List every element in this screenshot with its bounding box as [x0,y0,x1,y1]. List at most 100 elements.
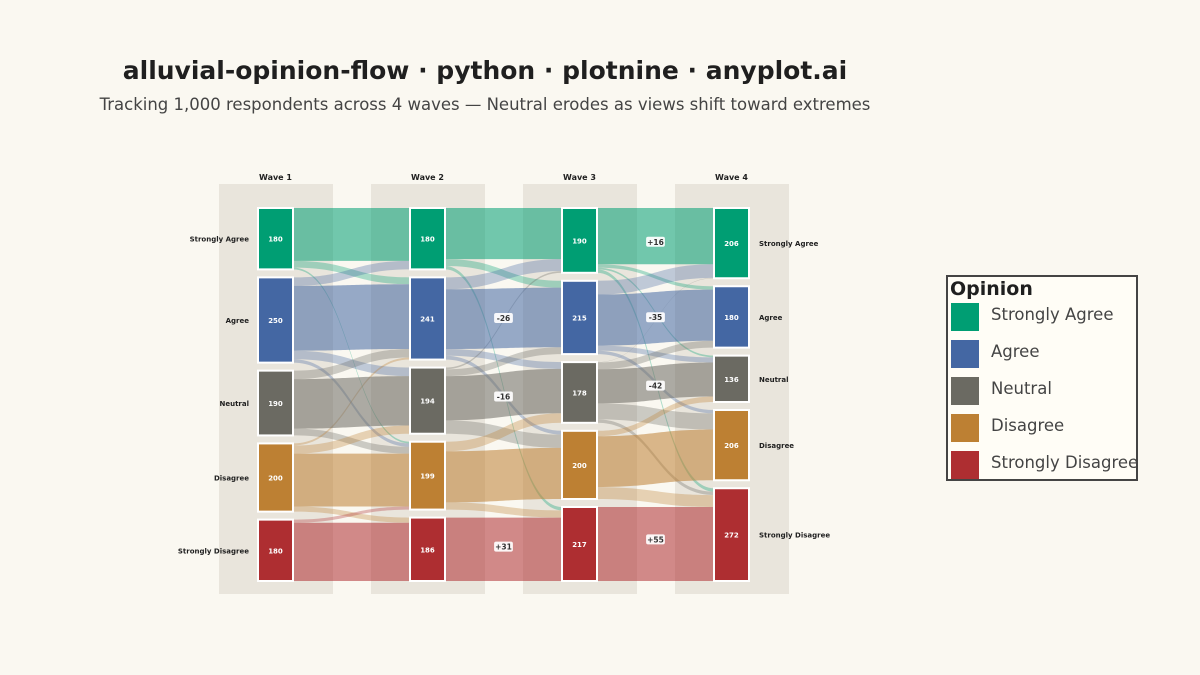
node-w2-neutral-value: 194 [420,398,435,406]
flow-w1-agree-to-agree [293,284,410,351]
category-label-right-strongly-disagree: Strongly Disagree [759,532,830,540]
chart-title: alluvial-opinion-flow · python · plotnin… [122,56,848,85]
net-change-w4-agree-box [646,312,665,323]
node-w4-neutral-value: 136 [724,376,739,384]
category-label-left-neutral: Neutral [219,400,249,408]
flow-w1-agree-to-neutral [293,350,410,377]
wave-header-4: Wave 4 [715,173,748,182]
flow-w3-strongly-agree-to-strongly-agree [597,208,714,265]
net-change-w4-strongly-disagree-box [646,534,665,545]
flow-w3-disagree-to-neutral [597,396,714,437]
category-label-left-strongly-disagree: Strongly Disagree [178,547,249,555]
flow-w2-agree-to-strongly-agree [445,259,562,290]
node-w2-agree [409,276,446,361]
node-w1-strongly-agree [257,207,294,271]
node-w3-strongly-disagree-value: 217 [572,541,587,549]
net-change-w4-strongly-disagree: +55 [647,535,664,544]
category-label-right-agree: Agree [759,314,783,322]
node-w4-strongly-disagree-value: 272 [724,532,739,540]
node-w4-disagree [713,409,750,482]
flow-w3-agree-to-strongly-agree [597,264,714,295]
net-change-w3-neutral: -16 [497,393,511,402]
nodes: 180 250 190 200 180 180 241 194 199 186 190 215 178 2… [257,207,750,582]
flow-w1-agree-to-strongly-agree [293,260,410,286]
node-w3-disagree-value: 200 [572,462,587,470]
flow-w1-strongly-agree-to-agree [293,260,410,285]
node-w3-strongly-agree [561,207,598,274]
node-w4-agree [713,285,750,349]
category-label-right-strongly-agree: Strongly Agree [759,240,819,248]
node-w1-neutral [257,369,294,437]
flow-w1-neutral-to-neutral [293,376,410,429]
flow-w1-strongly-agree-to-strongly-agree [293,208,410,261]
node-w2-strongly-disagree-value: 186 [420,546,435,554]
legend-title: Opinion [950,278,1033,300]
flow-w1-strongly-agree-to-disagree [293,267,410,444]
legend-swatch-strongly-disagree [951,451,979,479]
legend-label-neutral: Neutral [991,379,1052,398]
node-w4-strongly-agree-value: 206 [724,240,739,248]
wave-header-2: Wave 2 [411,173,444,182]
category-label-right-neutral: Neutral [759,376,789,384]
flow-w3-neutral-to-agree [597,340,714,370]
node-w3-agree [561,279,598,356]
alluvial-chart: 180 250 190 200 180 180 241 194 199 186 190 215 178 2… [178,173,830,594]
category-labels: Strongly Agree Strongly Agree Agree Agree Ne… [178,236,830,556]
legend-swatch-strongly-agree [951,303,979,331]
node-w1-strongly-disagree [257,518,294,582]
node-w1-disagree [257,442,294,513]
node-w4-agree-value: 180 [724,314,739,322]
node-w2-disagree-value: 199 [420,473,435,481]
node-w1-neutral-value: 190 [268,400,283,408]
legend: Opinion Strongly Agree Agree Neutral Dis… [946,275,1138,481]
flow-w1-strongly-disagree-to-disagree [293,506,410,523]
node-w3-disagree [561,429,598,501]
flow-w2-neutral-to-agree [445,347,562,377]
flow-w2-neutral-to-disagree [445,420,562,448]
node-w1-strongly-disagree-value: 180 [268,547,283,555]
net-change-w4-neutral-box [646,380,665,391]
net-change-w3-strongly-disagree-box [494,541,513,552]
chart-subtitle: Tracking 1,000 respondents across 4 wave… [99,95,871,114]
category-label-right-disagree: Disagree [759,442,794,450]
node-w3-strongly-agree-value: 190 [572,237,587,245]
net-change-w4-agree: -35 [649,313,663,322]
legend-label-disagree: Disagree [991,416,1065,435]
node-w1-agree [257,276,294,364]
category-label-left-disagree: Disagree [214,475,249,483]
flow-w2-disagree-to-neutral [445,413,562,452]
wave-header-1: Wave 1 [259,173,292,182]
node-w3-agree-value: 215 [572,314,587,322]
legend-swatch-agree [951,340,979,368]
net-change-labels: -26 -16 +31 +16 -35 -42 +55 [494,236,665,552]
node-w2-strongly-agree-value: 180 [420,236,435,244]
flow-w2-strongly-agree-to-agree [445,259,562,288]
node-w3-strongly-disagree [561,506,598,582]
legend-label-strongly-disagree: Strongly Disagree [991,453,1139,472]
node-w3-neutral [561,361,598,424]
node-w2-strongly-disagree [409,516,446,582]
node-w1-disagree-value: 200 [268,475,283,483]
flow-w3-strongly-agree-to-agree [597,264,714,290]
flow-w2-strongly-agree-to-strongly-agree [445,208,562,260]
flow-w1-neutral-to-agree [293,348,410,380]
flow-w3-agree-to-neutral [597,345,714,363]
legend-swatch-neutral [951,377,979,405]
node-w3-neutral-value: 178 [572,389,587,397]
flow-w1-neutral-to-disagree [293,428,410,454]
flow-w1-disagree-to-neutral [293,425,410,454]
category-label-left-strongly-agree: Strongly Agree [190,236,250,244]
net-change-w3-neutral-box [494,391,513,402]
net-change-w4-neutral: -42 [649,382,663,391]
flow-w2-agree-to-neutral [445,348,562,369]
node-w1-strongly-agree-value: 180 [268,236,283,244]
flow-w3-disagree-to-strongly-disagree [597,487,714,508]
flow-w3-disagree-to-disagree [597,429,714,488]
node-w4-strongly-agree [713,207,750,280]
legend-label-agree: Agree [991,342,1040,361]
node-w2-neutral [409,366,446,435]
legend-swatch-disagree [951,414,979,442]
net-change-w3-strongly-disagree: +31 [495,543,512,552]
flow-w3-neutral-to-disagree [597,403,714,430]
net-change-w3-agree-box [494,312,513,323]
